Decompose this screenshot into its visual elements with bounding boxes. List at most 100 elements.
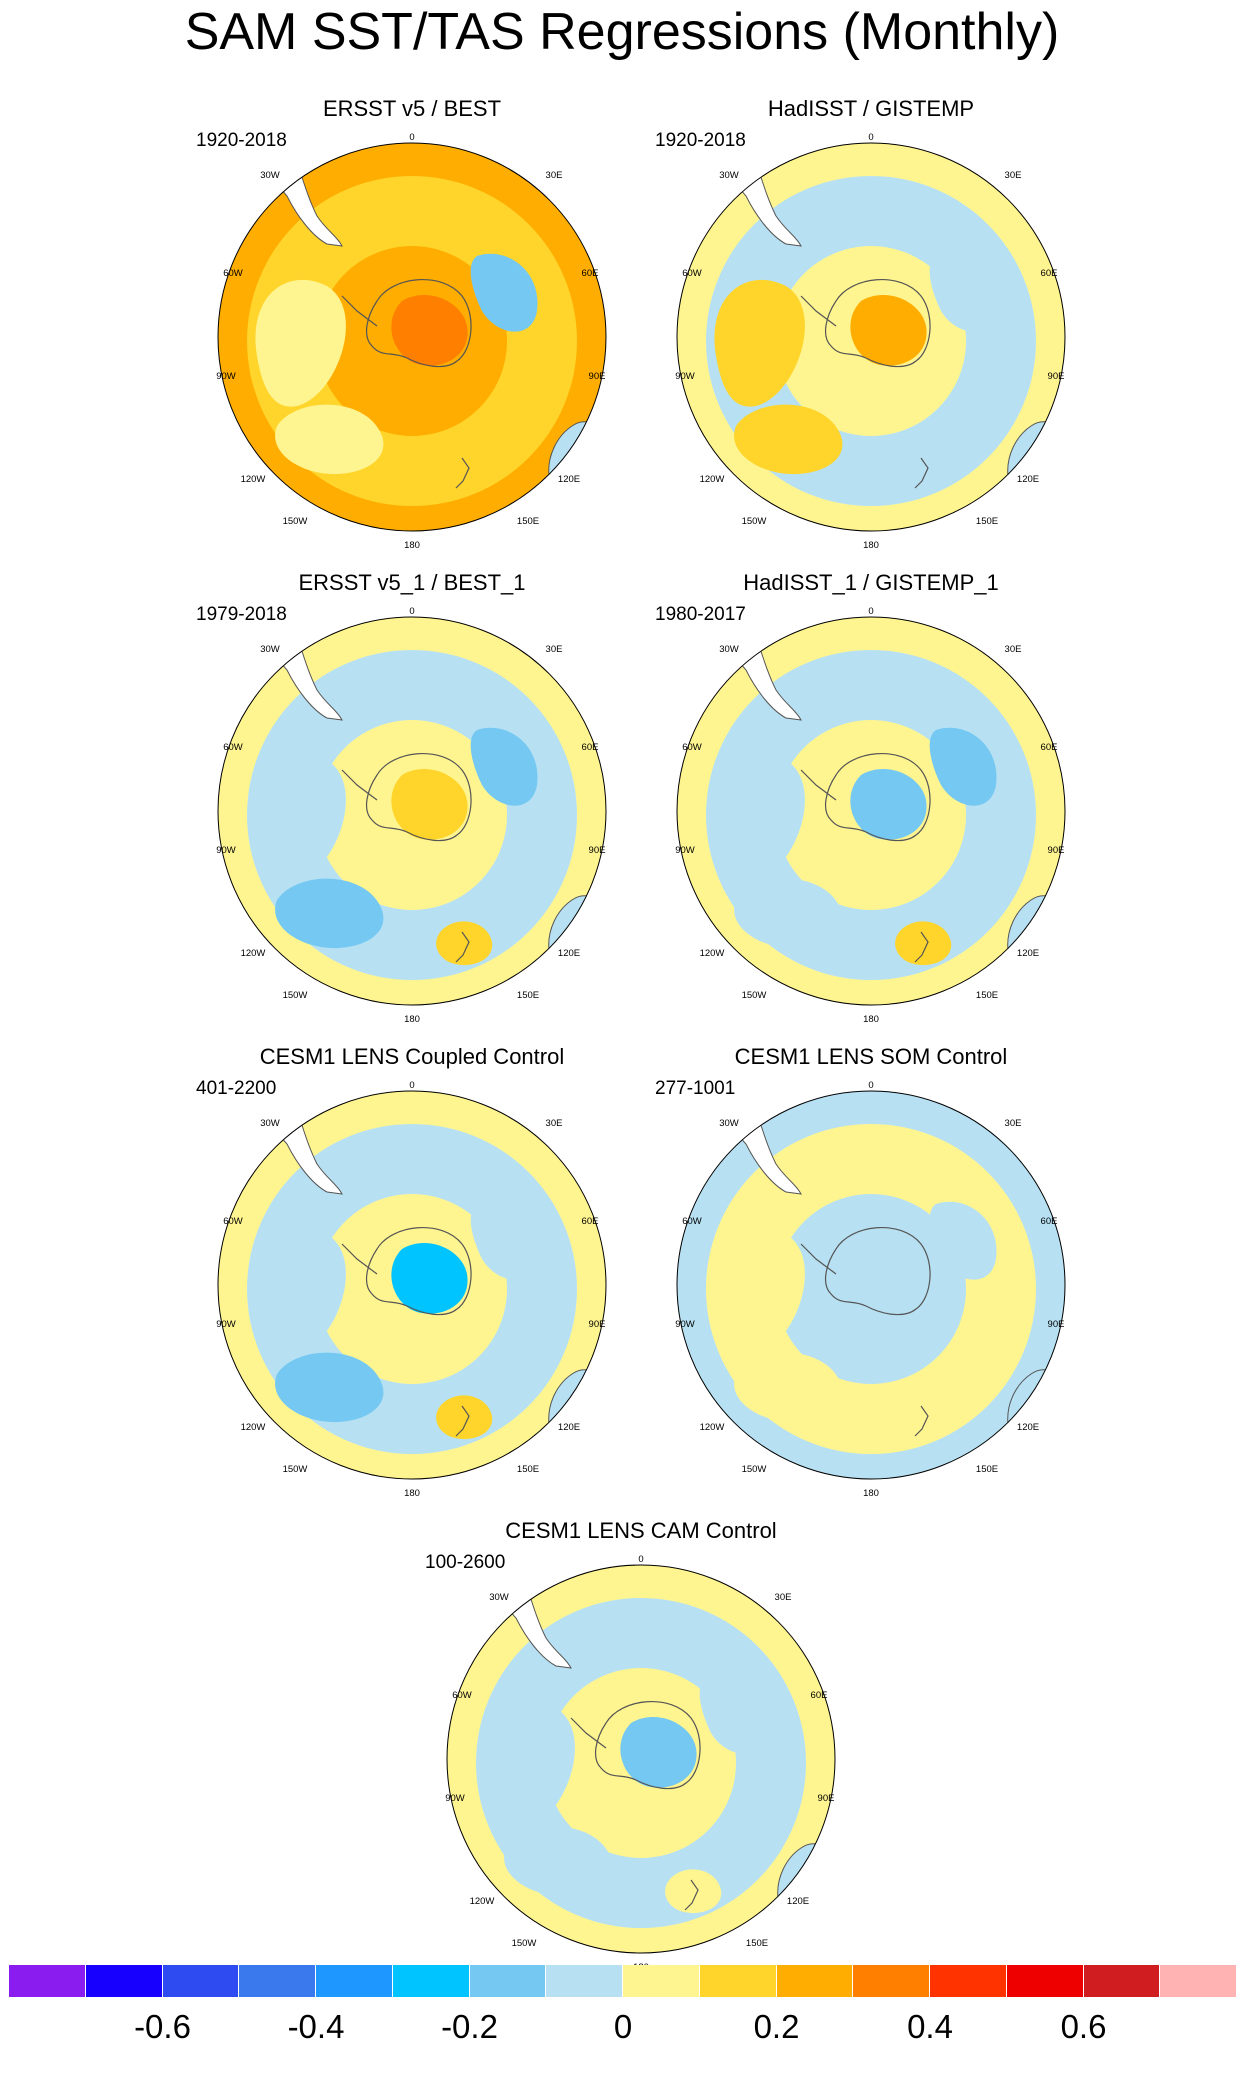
antarctica-coastline (365, 278, 472, 368)
anomaly-contour (714, 1227, 805, 1355)
longitude-label: 120E (558, 948, 580, 959)
longitude-label: 150W (283, 1464, 308, 1475)
panel-years: 1920-2018 (655, 130, 746, 151)
colorbar-box (623, 1965, 700, 1997)
longitude-label: 120W (241, 474, 266, 485)
longitude-label: 120E (558, 474, 580, 485)
longitude-label: 60W (682, 268, 702, 279)
longitude-label: 120W (241, 1422, 266, 1433)
longitude-label: 150W (742, 516, 767, 527)
peninsula-coastline (341, 1243, 378, 1275)
anomaly-contour (665, 1869, 722, 1914)
panel-title: HadISST / GISTEMP (767, 96, 975, 121)
colorbar-tick-label: -0.4 (287, 2008, 345, 2045)
anomaly-contour (895, 921, 952, 966)
longitude-label: 30E (546, 644, 563, 655)
anomaly-contour (470, 253, 538, 332)
longitude-label: 180 (863, 1488, 879, 1499)
anomaly-contour (850, 1243, 927, 1314)
longitude-label: 90W (675, 1319, 695, 1330)
panel-years: 277-1001 (655, 1078, 736, 1099)
longitude-label: 60W (223, 742, 243, 753)
longitude-label: 120E (787, 1896, 809, 1907)
anomaly-contour (484, 1701, 575, 1829)
anomaly-contour (699, 1675, 767, 1754)
longitude-label: 30W (489, 1592, 509, 1603)
new-zealand-coastline (455, 457, 470, 489)
longitude-label: 30W (260, 170, 280, 181)
colorbar-box (546, 1965, 623, 1997)
peninsula-coastline (570, 1717, 607, 1749)
new-zealand-coastline (914, 1405, 929, 1437)
longitude-label: 180 (863, 1014, 879, 1025)
anomaly-contour (929, 727, 997, 806)
colorbar-tick-label: 0.2 (753, 2008, 800, 2045)
longitude-label: 120W (700, 474, 725, 485)
anomaly-contour (714, 753, 805, 881)
longitude-label: 120E (558, 1422, 580, 1433)
map-border (217, 142, 607, 532)
longitude-label: 0 (868, 1080, 873, 1091)
anomaly-contour (470, 727, 538, 806)
new-zealand-coastline (455, 1405, 470, 1437)
peninsula-coastline (341, 295, 378, 327)
longitude-label: 30W (719, 644, 739, 655)
longitude-label: 90E (1048, 845, 1065, 856)
colorbar-box (469, 1965, 547, 1997)
anomaly-contour (734, 878, 843, 949)
longitude-label: 60E (582, 1216, 599, 1227)
longitude-label: 60E (1041, 268, 1058, 279)
longitude-label: 150E (976, 990, 998, 1001)
new-zealand-coastline (914, 457, 929, 489)
longitude-label: 30W (260, 644, 280, 655)
longitude-label: 90W (216, 845, 236, 856)
longitude-label: 90W (445, 1793, 465, 1804)
anomaly-contour (436, 447, 493, 492)
longitude-label: 0 (409, 132, 414, 143)
longitude-label: 90W (675, 845, 695, 856)
longitude-label: 150W (283, 516, 308, 527)
longitude-label: 60W (452, 1690, 472, 1701)
longitude-label: 90W (216, 1319, 236, 1330)
longitude-label: 30E (1005, 170, 1022, 181)
longitude-label: 150E (976, 516, 998, 527)
antarctica-coastline (824, 752, 931, 842)
longitude-label: 30E (1005, 1118, 1022, 1129)
panel-ersst1: 0 30E 60E 90E 120E 150E 180 150W 120W 90W 60W 30W E… (177, 570, 647, 1030)
longitude-label: 120E (1017, 474, 1039, 485)
longitude-label: 150E (976, 1464, 998, 1475)
anomaly-contour (255, 753, 346, 881)
longitude-label: 0 (638, 1554, 643, 1565)
colorbar-tick-label: 0.4 (907, 2008, 953, 2045)
anomaly-contour (391, 1243, 468, 1314)
colorbar-box (1006, 1965, 1084, 1997)
colorbar-box (162, 1965, 240, 1997)
longitude-label: 0 (868, 132, 873, 143)
longitude-label: 150E (746, 1938, 768, 1949)
colorbar-box (853, 1965, 930, 1997)
colorbar-box (9, 1965, 86, 1997)
map-border (676, 1090, 1066, 1480)
longitude-label: 90E (589, 1319, 606, 1330)
longitude-label: 60E (1041, 742, 1058, 753)
longitude-label: 180 (863, 540, 879, 551)
longitude-label: 120W (700, 948, 725, 959)
colorbar-tick-label: 0 (613, 2008, 633, 2045)
longitude-label: 180 (404, 1014, 420, 1025)
longitude-label: 120W (241, 948, 266, 959)
anomaly-contour (255, 1227, 346, 1355)
longitude-label: 60E (811, 1690, 828, 1701)
antarctica-coastline (365, 1226, 472, 1316)
longitude-label: 150E (517, 990, 539, 1001)
panel-years: 100-2600 (425, 1552, 506, 1573)
longitude-label: 90W (675, 371, 695, 382)
colorbar (9, 1965, 1237, 1997)
longitude-label: 30W (719, 1118, 739, 1129)
peninsula-coastline (800, 1243, 837, 1275)
